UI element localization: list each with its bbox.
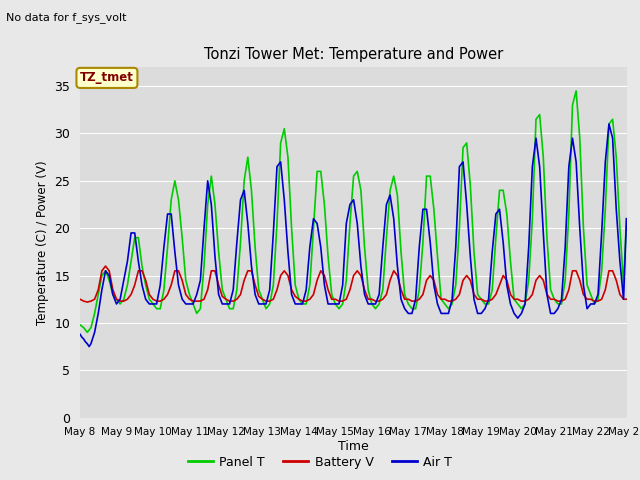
- Battery V: [76, 296, 84, 302]
- Line: Panel T: Panel T: [80, 91, 627, 332]
- Air T: [623, 216, 630, 222]
- Text: TZ_tmet: TZ_tmet: [80, 72, 134, 84]
- Panel T: [83, 329, 91, 335]
- Battery V: [620, 296, 627, 302]
- Battery V: [277, 273, 285, 278]
- Panel T: [623, 216, 630, 222]
- Air T: [266, 287, 273, 293]
- Battery V: [83, 299, 91, 305]
- Battery V: [415, 296, 423, 302]
- Battery V: [623, 296, 630, 302]
- Air T: [484, 296, 492, 302]
- Legend: Panel T, Battery V, Air T: Panel T, Battery V, Air T: [182, 451, 458, 474]
- X-axis label: Time: Time: [338, 440, 369, 453]
- Y-axis label: Temperature (C) / Power (V): Temperature (C) / Power (V): [36, 160, 49, 324]
- Air T: [262, 301, 270, 307]
- Panel T: [412, 306, 419, 312]
- Air T: [423, 206, 431, 212]
- Panel T: [273, 221, 281, 227]
- Air T: [76, 331, 84, 337]
- Panel T: [76, 322, 84, 328]
- Panel T: [463, 140, 470, 146]
- Air T: [85, 344, 93, 349]
- Title: Tonzi Tower Met: Temperature and Power: Tonzi Tower Met: Temperature and Power: [204, 47, 503, 62]
- Panel T: [426, 173, 434, 179]
- Panel T: [620, 282, 627, 288]
- Air T: [547, 311, 554, 316]
- Line: Battery V: Battery V: [80, 266, 627, 302]
- Air T: [525, 244, 532, 250]
- Battery V: [350, 273, 358, 278]
- Panel T: [346, 221, 354, 227]
- Panel T: [572, 88, 580, 94]
- Text: No data for f_sys_volt: No data for f_sys_volt: [6, 12, 127, 23]
- Line: Air T: Air T: [80, 124, 627, 347]
- Battery V: [102, 263, 109, 269]
- Battery V: [467, 277, 474, 283]
- Battery V: [430, 277, 438, 283]
- Air T: [605, 121, 613, 127]
